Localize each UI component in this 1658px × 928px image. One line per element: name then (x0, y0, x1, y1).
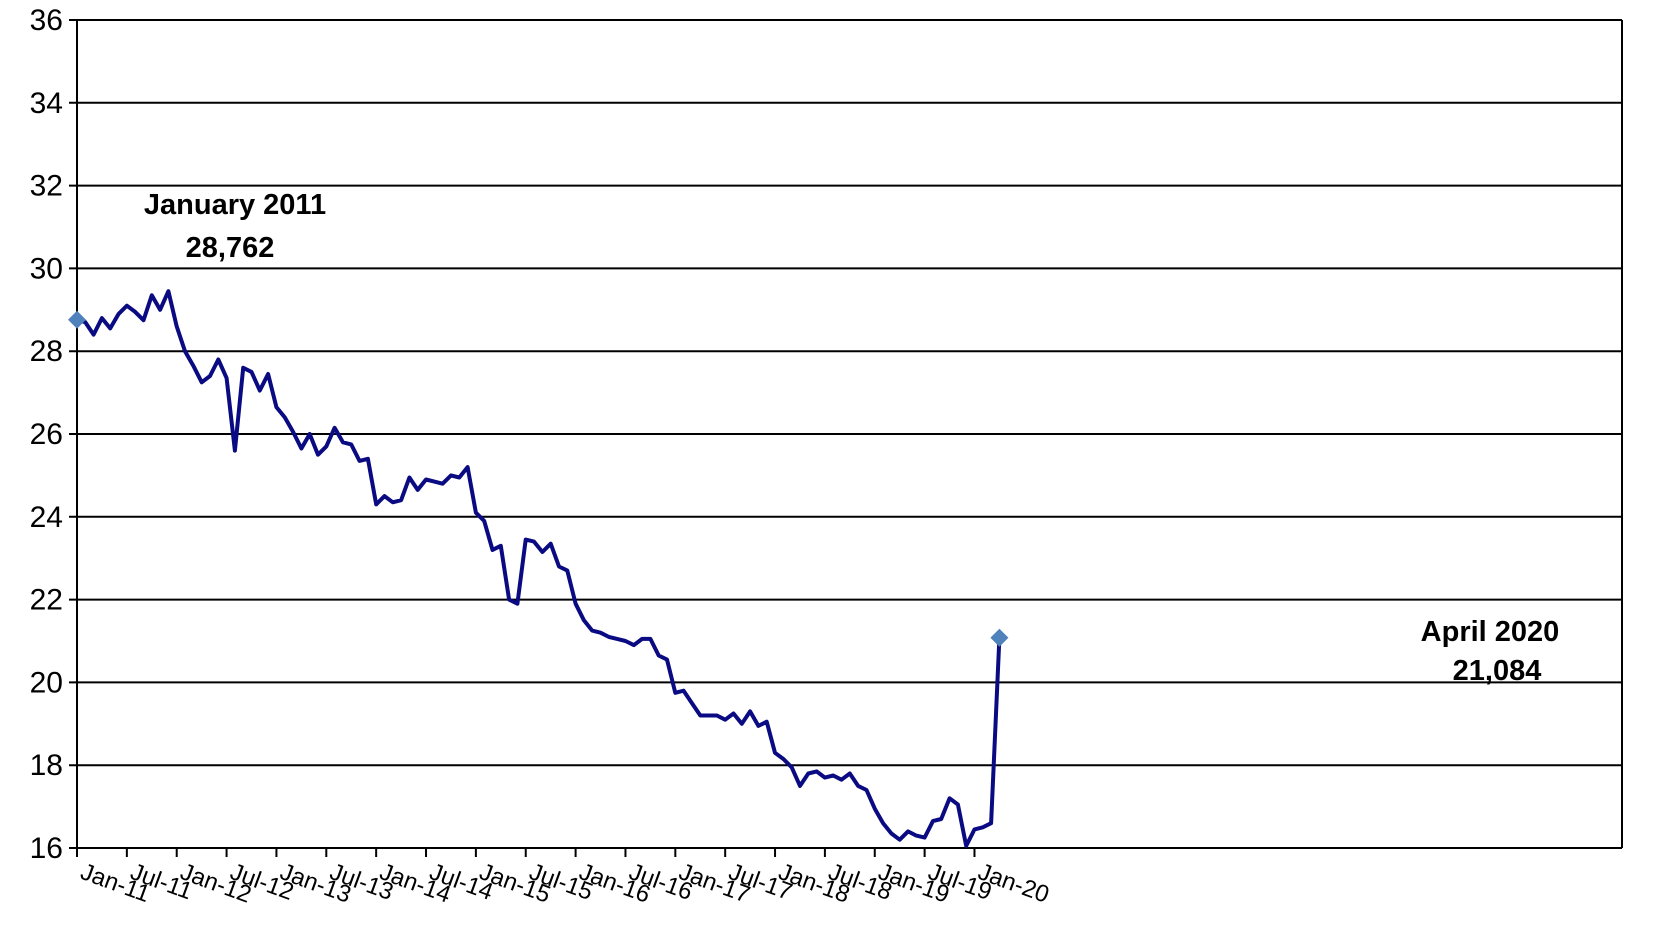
marker-end-point (990, 628, 1009, 647)
y-tick-label: 20 (30, 666, 63, 699)
y-tick-label: 24 (30, 501, 63, 534)
y-tick-label: 26 (30, 418, 63, 451)
y-tick-label: 34 (30, 87, 63, 120)
y-tick-label: 18 (30, 749, 63, 782)
y-tick-label: 30 (30, 252, 63, 285)
series-line (75, 289, 1002, 848)
y-axis-ticks: 16 18 20 22 24 26 28 30 32 34 36 (30, 4, 63, 865)
x-axis-ticks: Jan-11Jul-11Jan-12Jul-12Jan-13Jul-13Jan-… (76, 848, 1053, 909)
marker-start-point (68, 310, 86, 329)
annotation-start-label: January 2011 (144, 189, 326, 221)
annotation-markers (68, 310, 1009, 647)
y-tick-label: 32 (30, 170, 63, 203)
annotation-end-label: April 2020 (1421, 616, 1560, 648)
annotation-end-value: 21,084 (1453, 655, 1542, 687)
annotations: January 2011 28,762 April 2020 21,084 (144, 189, 1559, 687)
y-tick-label: 22 (30, 584, 63, 617)
annotation-start-value: 28,762 (186, 232, 275, 264)
y-tick-label: 28 (30, 335, 63, 368)
gridlines (69, 19, 1623, 856)
y-tick-label: 36 (30, 4, 63, 37)
y-tick-label: 16 (30, 832, 63, 865)
